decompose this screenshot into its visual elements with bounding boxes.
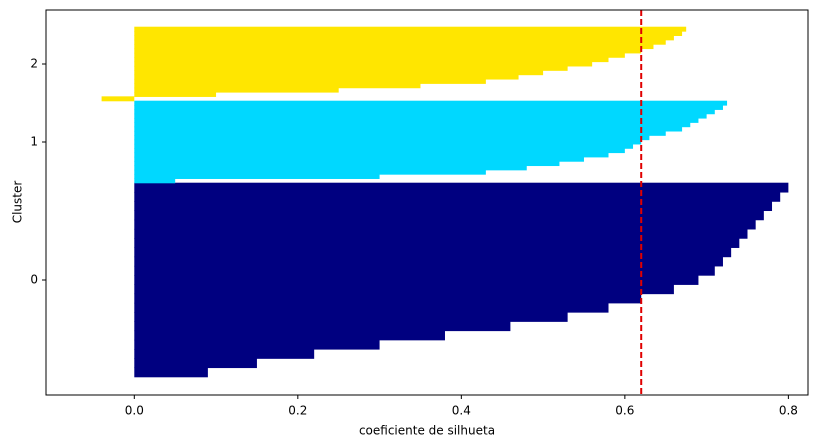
- x-tick-label: 0.8: [779, 404, 798, 418]
- x-axis-label: coeficiente de silhueta: [359, 424, 495, 438]
- silhouette-bar: [134, 48, 642, 54]
- silhouette-bar: [134, 182, 789, 193]
- silhouette-bar: [134, 61, 593, 67]
- silhouette-bar: [134, 275, 699, 285]
- silhouette-bar: [101, 96, 135, 102]
- silhouette-bar: [134, 143, 634, 149]
- silhouette-bar: [134, 31, 683, 37]
- silhouette-bar: [134, 130, 666, 136]
- silhouette-bar: [134, 358, 257, 369]
- silhouette-bar: [134, 26, 687, 32]
- silhouette-bar: [134, 161, 560, 167]
- silhouette-bar: [134, 330, 445, 341]
- silhouette-bar: [134, 91, 217, 97]
- silhouette-bar: [134, 113, 707, 119]
- silhouette-bar: [134, 44, 654, 50]
- silhouette-bar: [134, 109, 715, 115]
- x-tick-label: 0.2: [288, 404, 307, 418]
- x-tick-label: 0.6: [615, 404, 634, 418]
- silhouette-bar: [134, 135, 650, 141]
- silhouette-bar: [134, 139, 642, 145]
- silhouette-bar: [134, 100, 728, 106]
- x-tick-label: 0.0: [125, 404, 144, 418]
- silhouette-bar: [134, 339, 380, 350]
- silhouette-bar: [134, 256, 723, 267]
- silhouette-bar: [134, 122, 691, 128]
- silhouette-bar: [134, 348, 315, 359]
- x-tick-label: 0.4: [452, 404, 471, 418]
- y-tick-label: 1: [30, 135, 38, 149]
- axes-frame: [45, 9, 809, 396]
- silhouette-bar: [134, 174, 380, 179]
- silhouette-bar: [134, 293, 642, 304]
- silhouette-bar: [134, 210, 764, 221]
- silhouette-bar: [134, 152, 609, 158]
- silhouette-bar: [134, 201, 773, 212]
- silhouette-bar: [134, 65, 568, 71]
- silhouette-bar: [134, 178, 176, 184]
- silhouette-bar: [134, 367, 208, 378]
- silhouette-bar: [134, 35, 674, 41]
- silhouette-bar: [134, 70, 544, 76]
- silhouette-bar: [134, 126, 683, 132]
- silhouette-bar: [134, 83, 421, 89]
- silhouette-bar: [134, 191, 781, 202]
- silhouette-bar: [134, 302, 609, 313]
- y-tick-label: 0: [30, 273, 38, 287]
- silhouette-bar: [134, 87, 339, 93]
- silhouette-bar: [134, 105, 723, 110]
- silhouette-bar: [134, 238, 740, 248]
- y-tick-label: 2: [30, 57, 38, 71]
- silhouette-bar: [134, 52, 625, 58]
- silhouette-bar: [134, 169, 486, 175]
- silhouette-bar: [134, 165, 527, 171]
- silhouette-bar: [134, 57, 609, 63]
- y-axis-label: Cluster: [11, 181, 25, 224]
- silhouette-bar: [134, 117, 699, 123]
- silhouette-bar: [134, 228, 748, 239]
- silhouette-bar: [134, 219, 756, 230]
- silhouette-bar: [134, 156, 584, 162]
- silhouette-bar: [134, 321, 511, 332]
- silhouette-bar: [134, 284, 674, 295]
- silhouette-bar: [134, 39, 666, 45]
- silhouette-bar: [134, 78, 486, 84]
- silhouette-bar: [134, 148, 625, 154]
- silhouette-bar: [134, 312, 568, 322]
- silhouette-bar: [134, 74, 519, 80]
- silhouette-bar: [134, 247, 732, 258]
- silhouette-bar: [134, 265, 715, 276]
